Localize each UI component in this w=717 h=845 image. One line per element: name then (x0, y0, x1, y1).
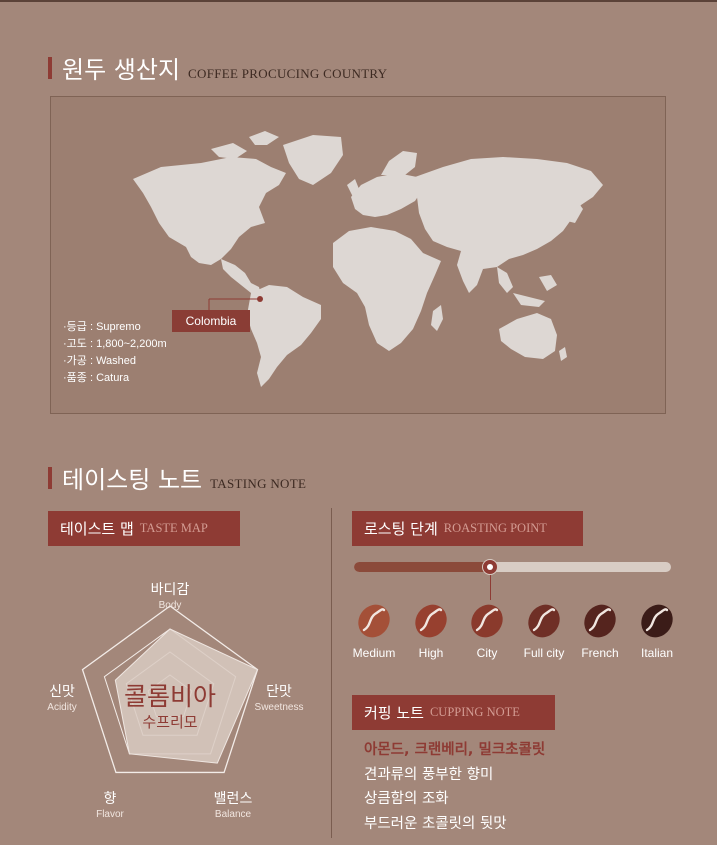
axis-balance: 밸런스 Balance (214, 791, 253, 821)
tasting-title-en: TASTING NOTE (210, 476, 307, 491)
roast-stage-french: French (572, 602, 628, 660)
world-map (133, 131, 603, 387)
roast-stage-label: Full city (523, 646, 565, 660)
axis-flavor-ko: 향 (103, 791, 117, 807)
roast-stage-medium: Medium (346, 602, 402, 660)
coffee-bean-icon (358, 604, 390, 638)
roast-stage-full-city: Full city (516, 602, 572, 660)
radar-score-area (114, 628, 259, 764)
colombia-label: Colombia (172, 310, 250, 332)
roast-stage-label: City (476, 646, 498, 660)
top-border (0, 0, 717, 2)
axis-body-ko: 바디감 (150, 582, 190, 598)
roast-stage-label: High (418, 646, 444, 660)
detail-variety: ·품종 : Catura (63, 372, 130, 384)
roast-stage-label: Italian (640, 646, 674, 660)
origin-title-en: COFFEE PROCUCING COUNTRY (188, 66, 388, 81)
axis-acidity: 신맛 Acidity (47, 684, 76, 714)
roasting-track (354, 562, 671, 572)
radar-grid-ring (81, 605, 259, 774)
axis-flavor-en: Flavor (96, 809, 124, 820)
roast-stage-label: French (581, 646, 619, 660)
origin-title-ko: 원두 생산지 (62, 56, 181, 84)
cupping-line: 부드러운 초콜릿의 뒷맛 (364, 815, 507, 832)
axis-acidity-ko: 신맛 (49, 684, 75, 700)
roast-stage-city: City (459, 602, 515, 660)
roasting-tag-en: ROASTING POINT (443, 521, 547, 535)
cupping-notes: 아몬드, 크랜베리, 밀크초콜릿 견과류의 풍부한 향미 상큼함의 조화 부드러… (364, 738, 545, 836)
origin-section-title: 원두 생산지 COFFEE PROCUCING COUNTRY (48, 50, 387, 85)
roasting-tag-ko: 로스팅 단계 (364, 520, 438, 538)
roast-stage-label: Medium (352, 646, 396, 660)
roasting-point-tag: 로스팅 단계 ROASTING POINT (352, 511, 583, 546)
cupping-tag-ko: 커핑 노트 (364, 704, 424, 722)
detail-grade: ·등급 : Supremo (63, 321, 141, 333)
coffee-bean-icon (415, 604, 447, 638)
roasting-knob (482, 559, 498, 575)
column-divider (331, 508, 332, 838)
title-accent-bar (48, 466, 52, 489)
title-accent-bar (48, 56, 52, 79)
roasting-fill (354, 562, 490, 572)
axis-sweetness-en: Sweetness (254, 702, 304, 713)
cupping-line: 상큼함의 조화 (364, 791, 449, 807)
axis-flavor: 향 Flavor (96, 791, 124, 821)
taste-map-tag: 테이스트 맵 TASTE MAP (48, 511, 240, 546)
axis-body-en: Body (158, 600, 182, 611)
axis-acidity-en: Acidity (47, 702, 77, 713)
coffee-bean-icon (528, 604, 560, 638)
roast-stage-italian: Italian (629, 602, 685, 660)
coffee-bean-icon (641, 604, 673, 638)
axis-sweetness-ko: 단맛 (266, 684, 292, 700)
taste-map-tag-en: TASTE MAP (139, 521, 208, 535)
roasting-indicator-line (489, 574, 491, 600)
radar-center-sub: 수프리모 (142, 713, 197, 731)
axis-balance-ko: 밸런스 (213, 791, 253, 807)
taste-radar: 콜롬비아 수프리모 (40, 575, 290, 809)
tasting-section-title: 테이스팅 노트 TASTING NOTE (48, 460, 306, 495)
cupping-note-tag: 커핑 노트 CUPPING NOTE (352, 695, 555, 730)
radar-chart: 콜롬비아 수프리모 (81, 605, 259, 774)
roast-stage-high: High (403, 602, 459, 660)
detail-process: ·가공 : Washed (63, 355, 137, 367)
world-map-panel: Colombia ·등급 : Supremo ·고도 : 1,800~2,200… (50, 96, 666, 414)
cupping-tag-en: CUPPING NOTE (429, 705, 520, 719)
axis-body: 바디감 Body (151, 582, 190, 612)
axis-balance-en: Balance (214, 809, 252, 820)
coffee-bean-icon (584, 604, 616, 638)
origin-details: ·등급 : Supremo ·고도 : 1,800~2,200m ·가공 : W… (63, 319, 167, 387)
axis-sweetness: 단맛 Sweetness (255, 684, 304, 714)
roasting-slider (354, 559, 671, 600)
cupping-highlight: 아몬드, 크랜베리, 밀크초콜릿 (364, 742, 546, 758)
radar-center-name: 콜롬비아 (124, 682, 216, 711)
tasting-title-ko: 테이스팅 노트 (62, 466, 203, 494)
cupping-line: 견과류의 풍부한 향미 (364, 766, 494, 783)
taste-map-tag-ko: 테이스트 맵 (60, 520, 134, 538)
roasting-stages: Medium High City Full city French Italian (346, 602, 686, 672)
detail-altitude: ·고도 : 1,800~2,200m (63, 338, 167, 350)
coffee-bean-icon (471, 604, 503, 638)
colombia-marker-dot (257, 296, 263, 302)
